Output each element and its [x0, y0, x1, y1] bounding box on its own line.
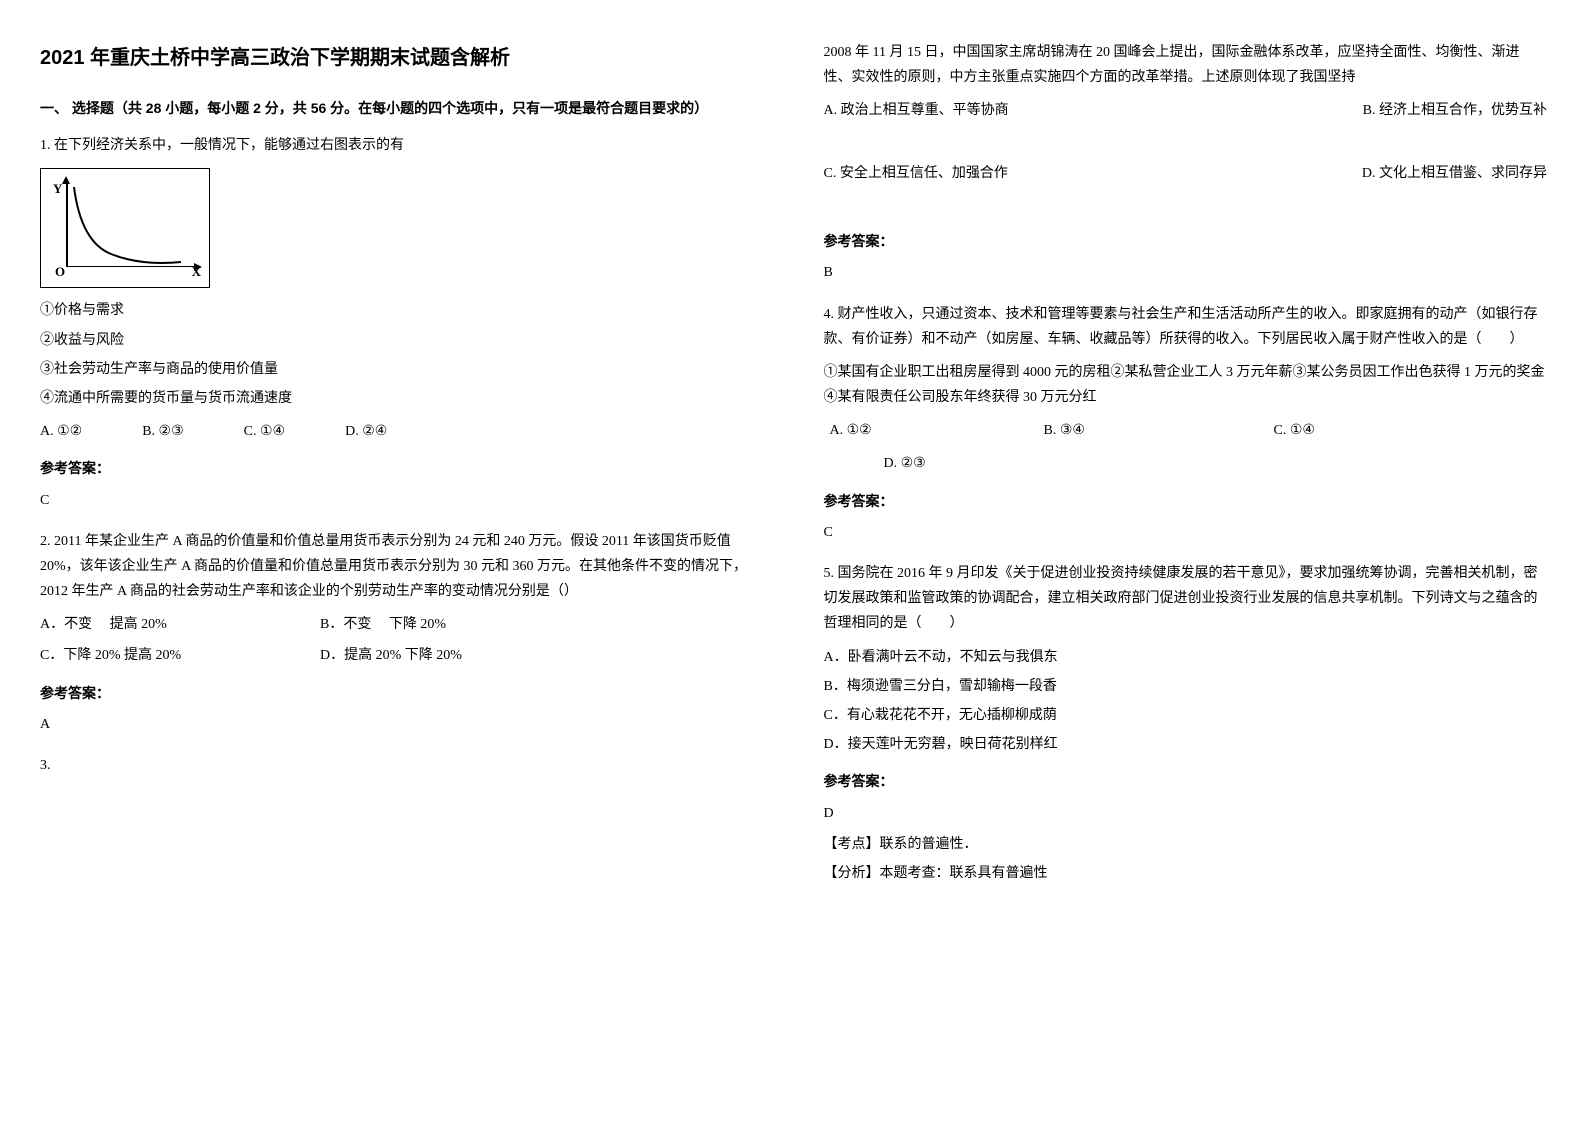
q2-option-b: B．不变 下降 20% [320, 612, 446, 637]
x-axis-label: X [192, 260, 201, 283]
q3-option-c: C. 安全上相互信任、加强合作 [824, 161, 1008, 186]
q1-item-2: ②收益与风险 [40, 328, 764, 353]
q4-answer: C [824, 520, 1548, 545]
q1-chart-inner: Y X O [51, 179, 199, 277]
q4-option-d: D. ②③ [824, 451, 926, 476]
q2-options-row1: A．不变 提高 20% B．不变 下降 20% [40, 612, 764, 637]
section-1-header: 一、 选择题（共 28 小题，每小题 2 分，共 56 分。在每小题的四个选项中… [40, 96, 764, 121]
q4-stem: 4. 财产性收入，只通过资本、技术和管理等要素与社会生产和生活活动所产生的收入。… [824, 302, 1548, 352]
curve-path [74, 187, 181, 263]
question-2: 2. 2011 年某企业生产 A 商品的价值量和价值总量用货币表示分别为 24 … [40, 529, 764, 737]
q3-stem: 2008 年 11 月 15 日，中国国家主席胡锦涛在 20 国峰会上提出，国际… [824, 40, 1548, 90]
question-3: 2008 年 11 月 15 日，中国国家主席胡锦涛在 20 国峰会上提出，国际… [824, 40, 1548, 286]
question-5: 5. 国务院在 2016 年 9 月印发《关于促进创业投资持续健康发展的若干意见… [824, 561, 1548, 886]
q2-stem: 2. 2011 年某企业生产 A 商品的价值量和价值总量用货币表示分别为 24 … [40, 529, 764, 605]
q3-answer-label: 参考答案： [824, 229, 1548, 254]
q1-item-3: ③社会劳动生产率与商品的使用价值量 [40, 357, 764, 382]
q3-answer: B [824, 260, 1548, 285]
q1-option-a: A. ①② [40, 419, 82, 444]
q1-options: A. ①② B. ②③ C. ①④ D. ②④ [40, 419, 764, 444]
q5-answer-label: 参考答案： [824, 769, 1548, 794]
q4-answer-label: 参考答案： [824, 489, 1548, 514]
q4-items: ①某国有企业职工出租房屋得到 4000 元的房租②某私营企业工人 3 万元年薪③… [824, 360, 1548, 410]
q5-option-b: B．梅须逊雪三分白，雪却输梅一段香 [824, 674, 1548, 699]
q1-option-c: C. ①④ [244, 419, 285, 444]
q1-option-b: B. ②③ [142, 419, 183, 444]
q2-answer: A [40, 712, 764, 737]
q3-option-d: D. 文化上相互借鉴、求同存异 [1362, 161, 1547, 186]
q4-option-a: A. ①② [824, 418, 1044, 443]
q5-option-c: C．有心栽花花不开，无心插柳柳成荫 [824, 703, 1548, 728]
left-column: 2021 年重庆土桥中学高三政治下学期期末试题含解析 一、 选择题（共 28 小… [40, 40, 764, 902]
q3-num: 3. [40, 753, 764, 778]
q2-option-a: A．不变 提高 20% [40, 612, 320, 637]
q1-option-d: D. ②④ [345, 419, 387, 444]
q1-stem: 1. 在下列经济关系中，一般情况下，能够通过右图表示的有 [40, 133, 764, 158]
y-axis-label: Y [53, 177, 62, 200]
question-1: 1. 在下列经济关系中，一般情况下，能够通过右图表示的有 Y X O ①价格与需… [40, 133, 764, 513]
q5-analysis: 【分析】本题考查：联系具有普遍性 [824, 861, 1548, 886]
q5-option-d: D．接天莲叶无穷碧，映日荷花别样红 [824, 732, 1548, 757]
q3-row-ab: A. 政治上相互尊重、平等协商 B. 经济上相互合作，优势互补 [824, 98, 1548, 123]
q5-answer: D [824, 801, 1548, 826]
q1-item-4: ④流通中所需要的货币量与货币流通速度 [40, 386, 764, 411]
q2-answer-label: 参考答案： [40, 681, 764, 706]
q1-item-1: ①价格与需求 [40, 298, 764, 323]
q5-option-a: A．卧看满叶云不动，不知云与我俱东 [824, 645, 1548, 670]
q1-chart: Y X O [40, 168, 210, 288]
q2-options-row2: C．下降 20% 提高 20% D．提高 20% 下降 20% [40, 643, 764, 668]
origin-label: O [55, 260, 65, 283]
q4-option-c: C. ①④ [1274, 418, 1394, 443]
question-4: 4. 财产性收入，只通过资本、技术和管理等要素与社会生产和生活活动所产生的收入。… [824, 302, 1548, 546]
q5-point: 【考点】联系的普遍性． [824, 832, 1548, 857]
q4-options-row1: A. ①② B. ③④ C. ①④ [824, 418, 1548, 443]
q2-option-d: D．提高 20% 下降 20% [320, 643, 462, 668]
q4-option-b: B. ③④ [1044, 418, 1274, 443]
q5-stem: 5. 国务院在 2016 年 9 月印发《关于促进创业投资持续健康发展的若干意见… [824, 561, 1548, 637]
right-column: 2008 年 11 月 15 日，中国国家主席胡锦涛在 20 国峰会上提出，国际… [824, 40, 1548, 902]
q4-options-row2: D. ②③ [824, 451, 1548, 476]
question-3-number: 3. [40, 753, 764, 778]
q3-option-b: B. 经济上相互合作，优势互补 [1363, 98, 1547, 123]
q3-row-cd: C. 安全上相互信任、加强合作 D. 文化上相互借鉴、求同存异 [824, 161, 1548, 186]
q2-option-c: C．下降 20% 提高 20% [40, 643, 320, 668]
curve-svg [66, 182, 186, 267]
q1-answer-label: 参考答案： [40, 456, 764, 481]
q3-option-a: A. 政治上相互尊重、平等协商 [824, 98, 1009, 123]
page-title: 2021 年重庆土桥中学高三政治下学期期末试题含解析 [40, 40, 764, 76]
q1-answer: C [40, 488, 764, 513]
